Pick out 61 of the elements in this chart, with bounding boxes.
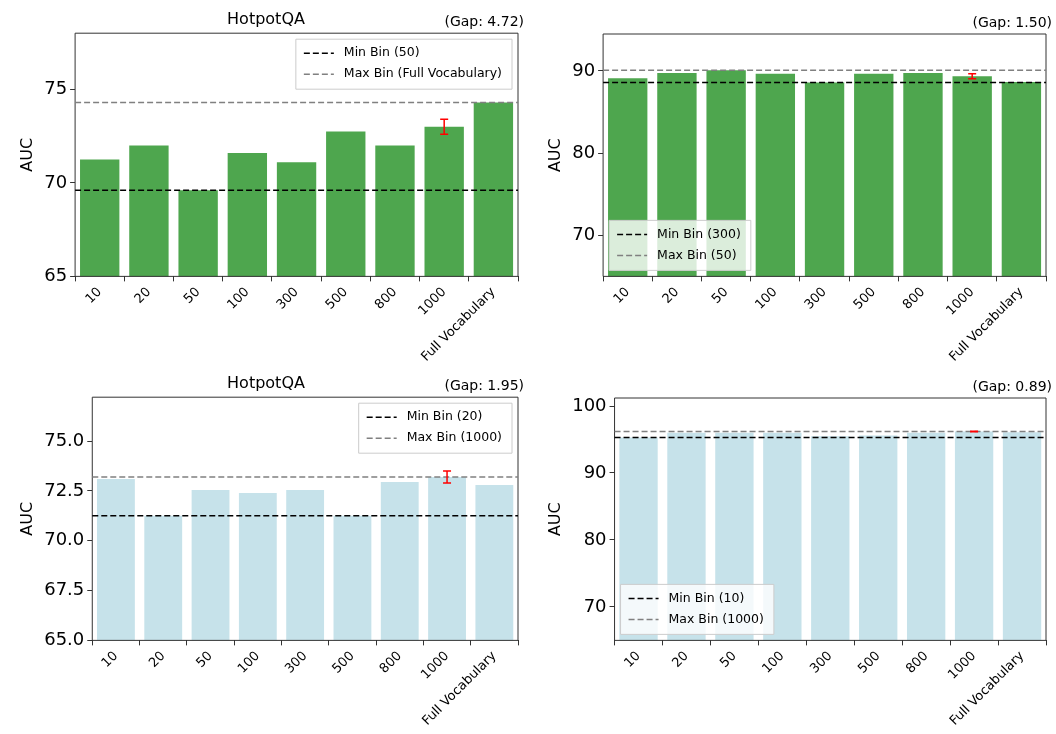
x-tick-label: 10 xyxy=(81,283,105,307)
x-tick-label: 100 xyxy=(223,283,252,312)
x-tick-label: 300 xyxy=(272,283,302,312)
x-tick-label: 50 xyxy=(180,283,203,307)
y-tick-label: 67.5 xyxy=(44,578,85,600)
legend-label: Max Bin (1000) xyxy=(668,610,764,626)
x-tick-label: 500 xyxy=(854,647,883,676)
y-tick-label: 70 xyxy=(44,170,68,192)
x-tick-label: 50 xyxy=(708,283,731,307)
x-tick-label: 800 xyxy=(902,647,931,676)
x-tick-label: 20 xyxy=(668,647,691,671)
x-tick-label: 100 xyxy=(758,647,787,676)
x-tick-label: 10 xyxy=(609,283,633,307)
y-tick-label: 70.0 xyxy=(44,528,85,550)
x-tick-label: 50 xyxy=(716,647,739,671)
x-tick-label: 500 xyxy=(322,283,351,312)
y-axis-title: AUC xyxy=(544,502,564,537)
y-tick-label: 90 xyxy=(572,58,596,80)
x-tick-label: 800 xyxy=(899,283,928,312)
y-tick-label: 100 xyxy=(572,393,607,415)
text: (Gap: 1.50) xyxy=(972,13,1052,30)
x-tick-label: 500 xyxy=(328,647,357,676)
x-tick-label: 800 xyxy=(376,647,405,676)
x-tick-label: 100 xyxy=(234,647,263,676)
x-tick-label: 20 xyxy=(659,283,682,307)
x-tick-label: 20 xyxy=(145,647,168,671)
y-tick-label: 80 xyxy=(572,140,596,162)
y-tick-label: 72.5 xyxy=(44,478,85,500)
text: (Gap: 4.72) xyxy=(444,12,524,29)
y-tick-label: 70 xyxy=(572,222,596,244)
x-tick-label: 300 xyxy=(800,283,830,312)
legend-label: Max Bin (50) xyxy=(657,246,737,262)
y-tick-label: 70 xyxy=(583,594,607,616)
text: (Gap: 0.89) xyxy=(972,377,1052,394)
y-tick-label: 75.0 xyxy=(44,428,85,450)
legend-label: Min Bin (50) xyxy=(343,44,420,60)
x-tick-label: 50 xyxy=(192,647,216,671)
text: (Gap: 1.95) xyxy=(444,376,524,393)
chart-title: HotpotQA xyxy=(227,8,305,28)
x-tick-label: 10 xyxy=(98,647,121,671)
chart-title: HotpotQA xyxy=(227,372,305,392)
y-axis-title: AUC xyxy=(544,138,564,173)
y-tick-label: 75 xyxy=(44,76,68,98)
x-tick-label: 300 xyxy=(806,647,835,676)
legend-label: Min Bin (300) xyxy=(657,225,741,241)
legend-label: Max Bin (Full Vocabulary) xyxy=(343,65,503,81)
x-tick-label: 100 xyxy=(751,283,780,312)
y-tick-label: 90 xyxy=(583,460,607,482)
x-tick-label: 500 xyxy=(850,283,879,312)
legend-label: Min Bin (10) xyxy=(668,589,745,605)
y-axis-title: AUC xyxy=(16,137,36,172)
y-tick-label: 80 xyxy=(583,527,607,549)
y-axis-title: AUC xyxy=(16,501,36,536)
x-tick-label: 20 xyxy=(131,283,154,307)
legend-label: Max Bin (1000) xyxy=(406,429,502,445)
legend-label: Min Bin (20) xyxy=(406,408,483,424)
x-tick-label: 10 xyxy=(620,647,644,671)
y-tick-label: 65.0 xyxy=(44,628,85,650)
x-tick-label: 800 xyxy=(371,283,400,312)
y-tick-label: 65 xyxy=(44,264,68,286)
x-tick-label: 300 xyxy=(281,647,310,676)
